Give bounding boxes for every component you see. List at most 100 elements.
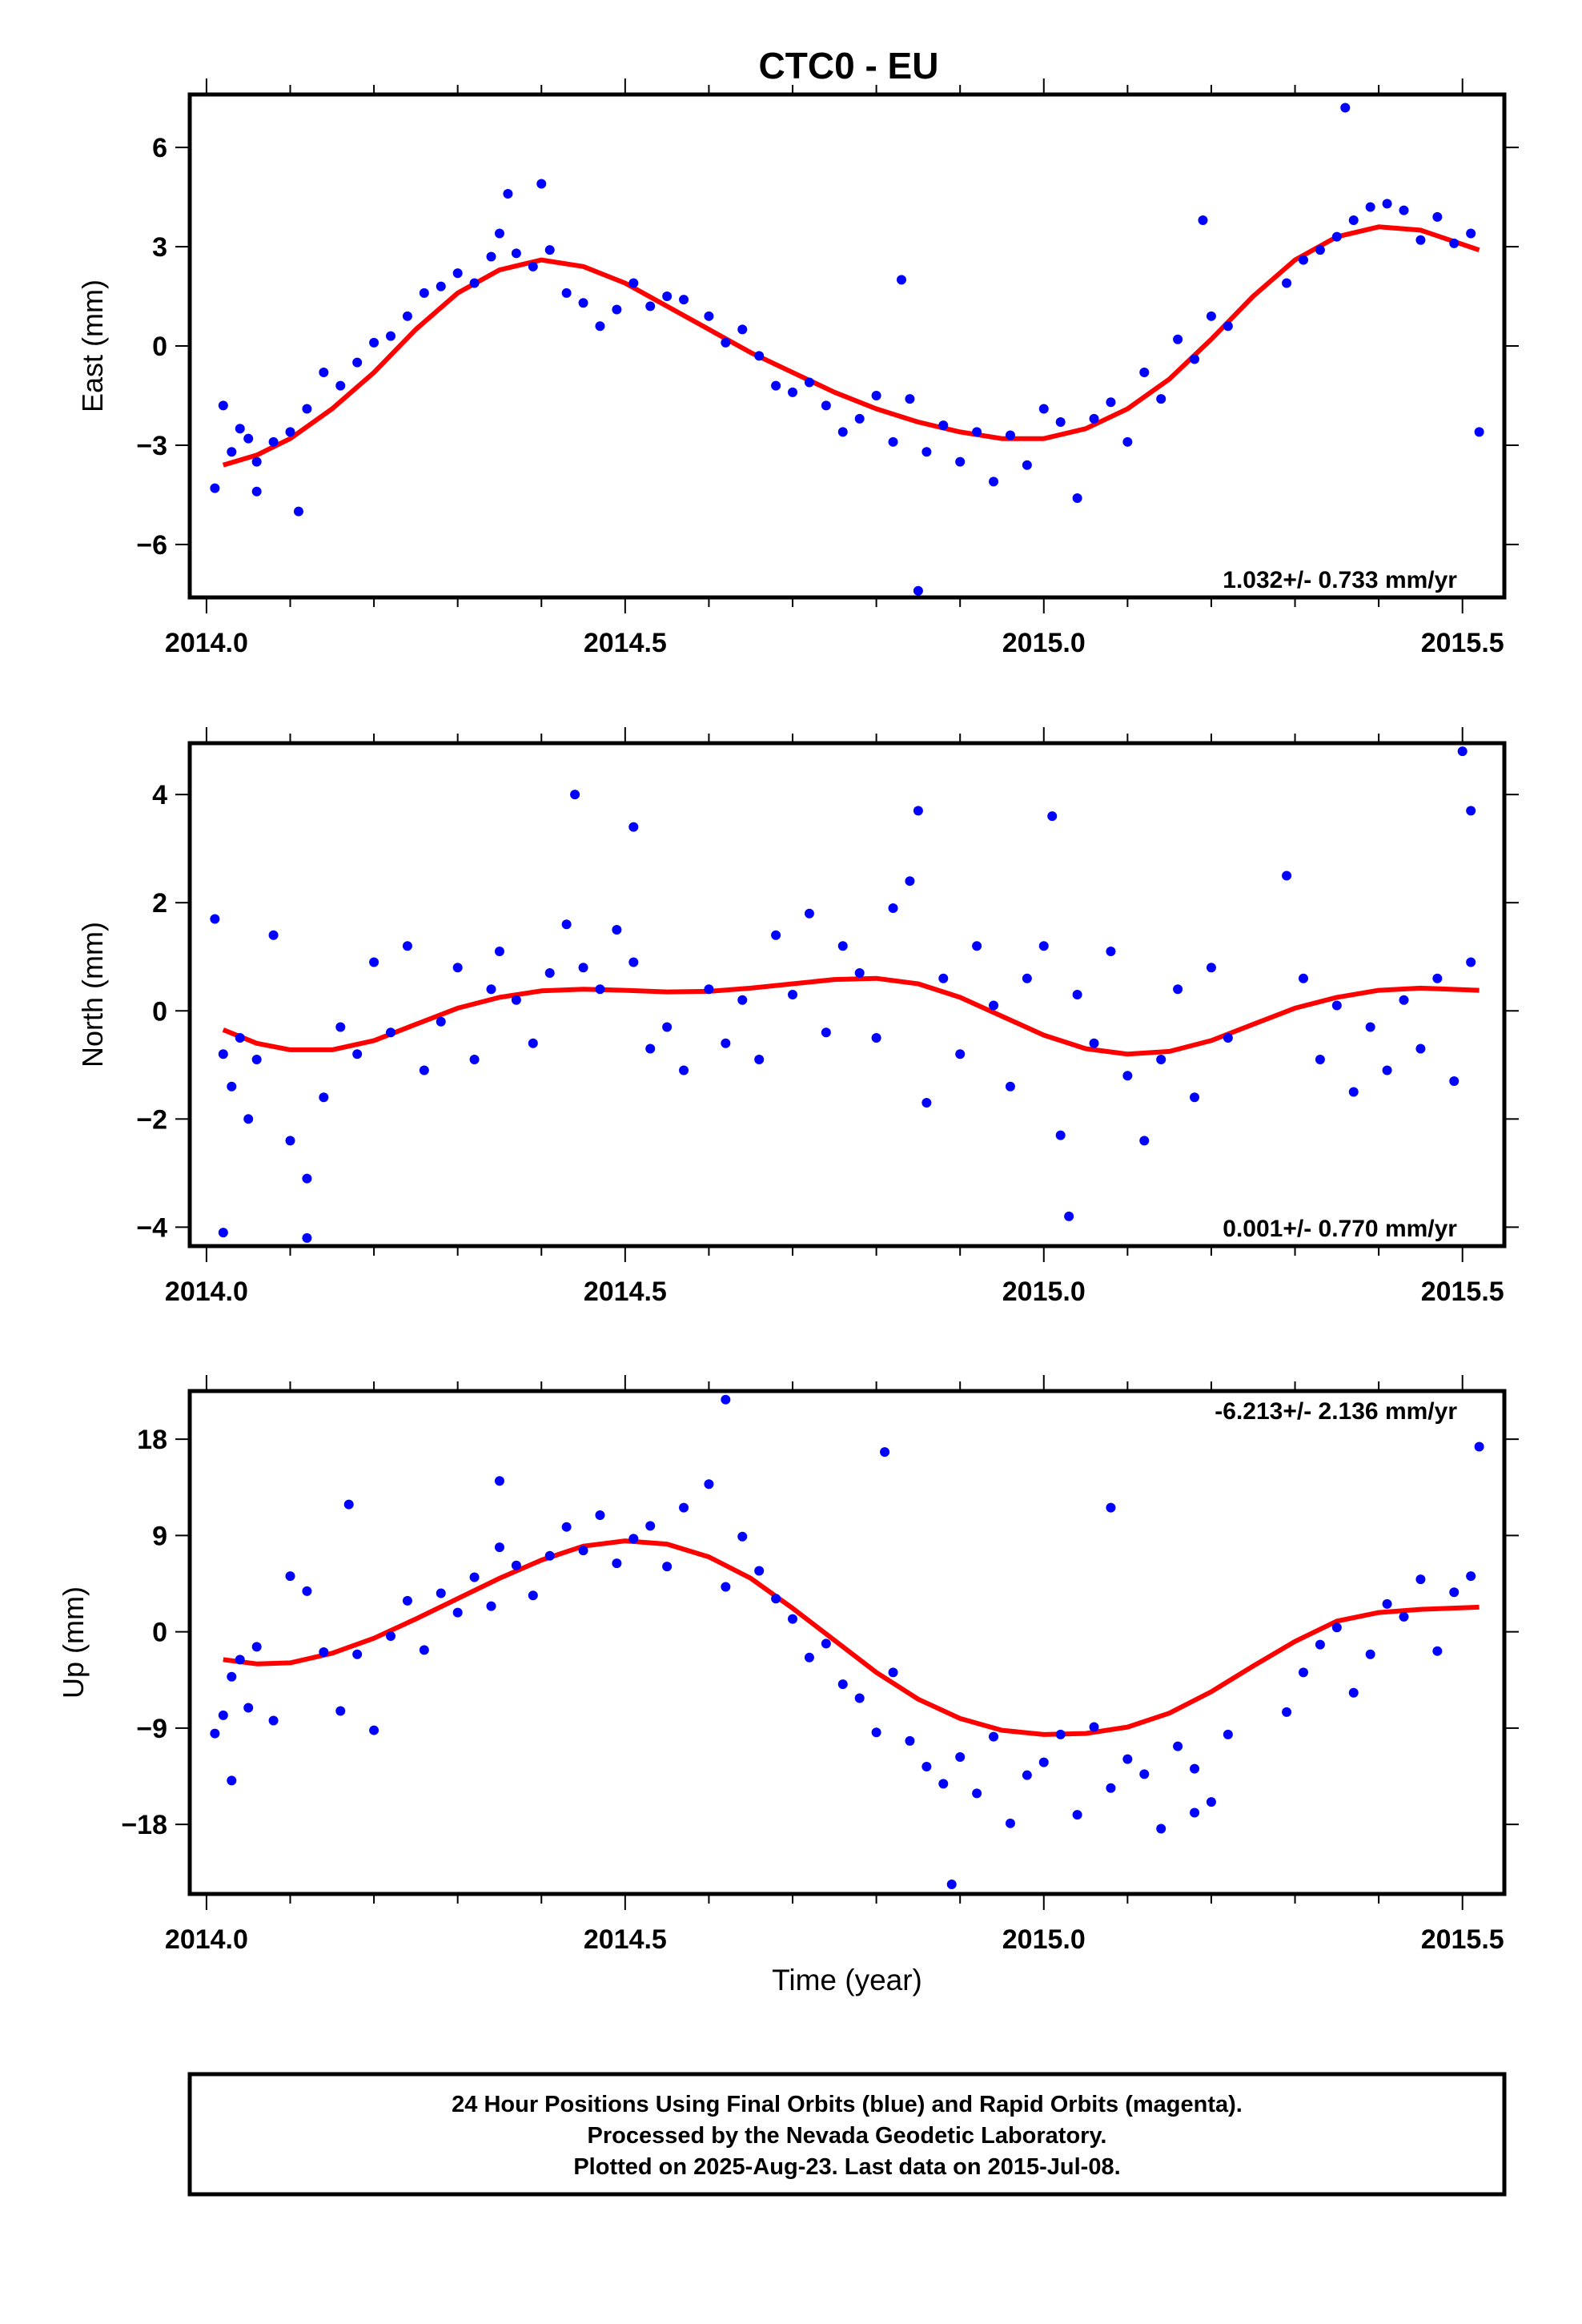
up-data-point: [788, 1614, 798, 1624]
up-data-point: [1173, 1741, 1183, 1751]
up-xtick-label: 2015.0: [1002, 1924, 1086, 1955]
north-data-point: [628, 957, 639, 967]
up-data-point: [1022, 1770, 1032, 1780]
up-data-point: [771, 1594, 781, 1604]
up-plot-frame: [187, 1389, 1507, 1896]
up-data-point: [955, 1751, 966, 1762]
up-data-point: [544, 1550, 555, 1561]
east-data-point: [628, 278, 639, 288]
north-xtick-label: 2015.0: [1002, 1277, 1086, 1307]
east-data-point: [1399, 205, 1409, 215]
up-data-point: [227, 1775, 237, 1786]
up-data-point: [1415, 1574, 1426, 1585]
east-rate-label: 1.032+/- 0.733 mm/yr: [1223, 567, 1457, 593]
north-data-point: [645, 1043, 656, 1054]
east-data-point: [544, 245, 555, 255]
footer-line-1: 24 Hour Positions Using Final Orbits (bl…: [452, 2092, 1243, 2117]
up-ytick-label: −9: [136, 1714, 167, 1744]
up-data-point: [721, 1582, 731, 1592]
up-data-point: [1106, 1502, 1116, 1513]
north-xtick-label: 2014.0: [165, 1277, 248, 1307]
up-data-point: [469, 1572, 480, 1582]
north-data-point: [1466, 957, 1476, 967]
north-data-point: [1038, 941, 1049, 951]
east-data-point: [268, 436, 279, 447]
north-data-point: [938, 973, 949, 983]
north-data-point: [1382, 1065, 1392, 1076]
east-data-point: [871, 390, 881, 400]
east-data-point: [419, 287, 429, 298]
up-data-point: [436, 1588, 446, 1598]
up-data-point: [1156, 1823, 1166, 1834]
east-data-point: [1173, 334, 1183, 344]
north-data-point: [1466, 806, 1476, 816]
north-data-point: [1415, 1043, 1426, 1054]
east-data-point: [528, 261, 538, 271]
east-data-point: [1139, 368, 1150, 378]
north-data-point: [1156, 1055, 1166, 1065]
footer-frame: [187, 2072, 1507, 2197]
north-data-point: [235, 1033, 245, 1043]
north-data-point: [1449, 1076, 1460, 1087]
north-data-point: [628, 822, 639, 832]
east-data-point: [896, 275, 906, 285]
north-data-point: [436, 1016, 446, 1027]
up-data-point: [595, 1510, 605, 1520]
east-data-point: [1365, 202, 1375, 212]
east-data-point: [452, 268, 463, 279]
east-plot-frame: [187, 92, 1507, 600]
up-data-point: [871, 1727, 881, 1738]
up-data-point: [1432, 1646, 1443, 1656]
up-xtick-label: 2014.5: [584, 1924, 667, 1955]
north-rate-label: 0.001+/- 0.770 mm/yr: [1223, 1216, 1457, 1242]
north-data-point: [251, 1055, 262, 1065]
north-data-point: [302, 1232, 312, 1243]
up-data-point: [1038, 1757, 1049, 1767]
chart-title: CTC0 - EU: [759, 45, 939, 86]
east-data-point: [921, 447, 932, 457]
up-data-point: [1474, 1441, 1484, 1452]
up-data-point: [1466, 1571, 1476, 1582]
east-data-point: [771, 380, 781, 391]
up-data-point: [1382, 1598, 1392, 1609]
up-data-point: [1298, 1667, 1308, 1678]
up-xtick-label: 2014.0: [165, 1924, 248, 1955]
up-data-point: [1348, 1687, 1359, 1698]
north-data-point: [921, 1098, 932, 1108]
north-xtick-label: 2015.5: [1421, 1277, 1504, 1307]
up-data-point: [1331, 1622, 1342, 1633]
north-data-point: [754, 1055, 765, 1065]
north-ytick-label: −2: [136, 1104, 167, 1135]
up-ytick-label: 0: [152, 1618, 167, 1648]
north-data-point: [218, 1049, 228, 1059]
east-data-point: [1005, 430, 1015, 440]
north-data-point: [737, 995, 748, 1005]
up-data-point: [343, 1499, 354, 1510]
north-data-point: [386, 1027, 396, 1038]
north-data-point: [1331, 1000, 1342, 1011]
east-data-point: [1415, 235, 1426, 245]
up-data-point: [888, 1667, 898, 1678]
north-data-point: [1399, 995, 1409, 1005]
north-data-point: [469, 1055, 480, 1065]
east-data-point: [821, 400, 831, 411]
north-data-point: [268, 930, 279, 940]
up-data-point: [754, 1566, 765, 1576]
east-data-point: [352, 357, 363, 368]
north-data-point: [854, 967, 865, 978]
up-data-point: [821, 1638, 831, 1649]
east-ytick-label: 0: [152, 332, 167, 362]
up-data-point: [335, 1706, 346, 1716]
north-data-point: [335, 1022, 346, 1032]
up-data-point: [1223, 1729, 1233, 1739]
east-data-point: [436, 281, 446, 292]
north-data-point: [1106, 946, 1116, 956]
east-data-point: [1340, 103, 1351, 113]
up-data-point: [452, 1607, 463, 1618]
east-data-point: [1432, 211, 1443, 222]
east-data-point: [536, 179, 547, 189]
up-data-point: [251, 1642, 262, 1652]
up-data-point: [1282, 1707, 1292, 1717]
up-data-point: [946, 1879, 957, 1889]
